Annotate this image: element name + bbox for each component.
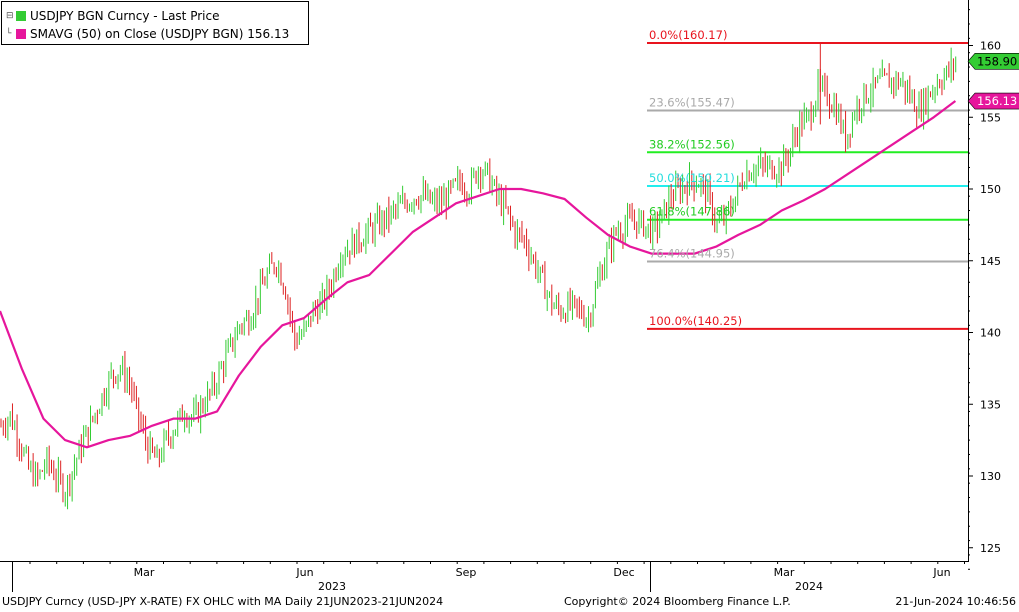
value-tags: 158.90 156.13 — [967, 52, 1019, 110]
ohlc-bars — [0, 43, 957, 510]
y-tick-label: 145 — [980, 255, 1001, 268]
legend-label-sma: SMAVG (50) on Close (USDJPY BGN) 156.13 — [30, 27, 290, 41]
legend-swatch-sma — [16, 29, 26, 39]
y-tick-label: 135 — [980, 398, 1001, 411]
y-tick-label: 130 — [980, 470, 1001, 483]
chart-legend: ⊟ USDJPY BGN Curncy - Last Price └ SMAVG (… — [1, 1, 309, 45]
x-year-label: 2024 — [795, 580, 823, 593]
y-tick-label: 140 — [980, 327, 1001, 340]
x-month-label: Dec — [613, 566, 634, 579]
fibonacci-labels: 0.0%(160.17) 23.6%(155.47) 38.2%(152.56) 50… — [649, 28, 742, 328]
tree-collapse-icon[interactable]: ⊟ — [6, 11, 14, 21]
fibonacci-level-label: 76.4%(144.95) — [649, 246, 735, 260]
tree-branch-icon: └ — [6, 29, 12, 39]
axes — [0, 0, 969, 562]
fibonacci-level-label: 23.6%(155.47) — [649, 96, 735, 110]
y-tick-label: 125 — [980, 542, 1001, 555]
fibonacci-level-label: 61.8%(147.86) — [649, 205, 735, 219]
fibonacci-level-label: 0.0%(160.17) — [649, 28, 727, 42]
y-tick-label: 150 — [980, 183, 1001, 196]
x-month-label: Mar — [134, 566, 155, 579]
sma-line — [0, 100, 957, 449]
fibonacci-level-label: 100.0%(140.25) — [649, 314, 742, 328]
y-axis-ticks: 125 130 135 140 145 150 155 160 — [968, 9, 1001, 570]
footer-timestamp: 21-Jun-2024 10:46:56 — [895, 595, 1016, 608]
x-axis-labels: Mar Jun Sep Dec Mar Jun 2023 2024 — [12, 561, 965, 593]
sma-series-line — [0, 100, 957, 449]
sma-tag-label: 156.13 — [977, 94, 1017, 108]
last-price-tag-label: 158.90 — [977, 54, 1017, 68]
fibonacci-lines — [647, 42, 968, 330]
legend-item-sma: └ SMAVG (50) on Close (USDJPY BGN) 156.13 — [6, 25, 289, 43]
y-tick-label: 155 — [980, 111, 1001, 124]
footer-copyright: Copyright© 2024 Bloomberg Finance L.P. — [564, 595, 791, 608]
x-year-label: 2023 — [318, 580, 346, 593]
legend-item-price: ⊟ USDJPY BGN Curncy - Last Price — [6, 7, 219, 25]
sma-tag-bg — [967, 92, 1019, 110]
y-tick-label: 160 — [980, 40, 1001, 53]
fibonacci-level-label: 50.0%(150.21) — [649, 171, 735, 185]
x-month-label: Jun — [295, 566, 313, 579]
x-month-label: Sep — [456, 566, 477, 579]
x-month-label: Mar — [774, 566, 795, 579]
legend-swatch-price — [16, 11, 26, 21]
footer-description: USDJPY Curncy (USD-JPY X-RATE) FX OHLC w… — [2, 595, 444, 608]
x-month-label: Jun — [932, 566, 950, 579]
legend-label-price: USDJPY BGN Curncy - Last Price — [30, 9, 220, 23]
fibonacci-level-label: 38.2%(152.56) — [649, 137, 735, 151]
last-price-tag-bg — [967, 52, 1019, 70]
